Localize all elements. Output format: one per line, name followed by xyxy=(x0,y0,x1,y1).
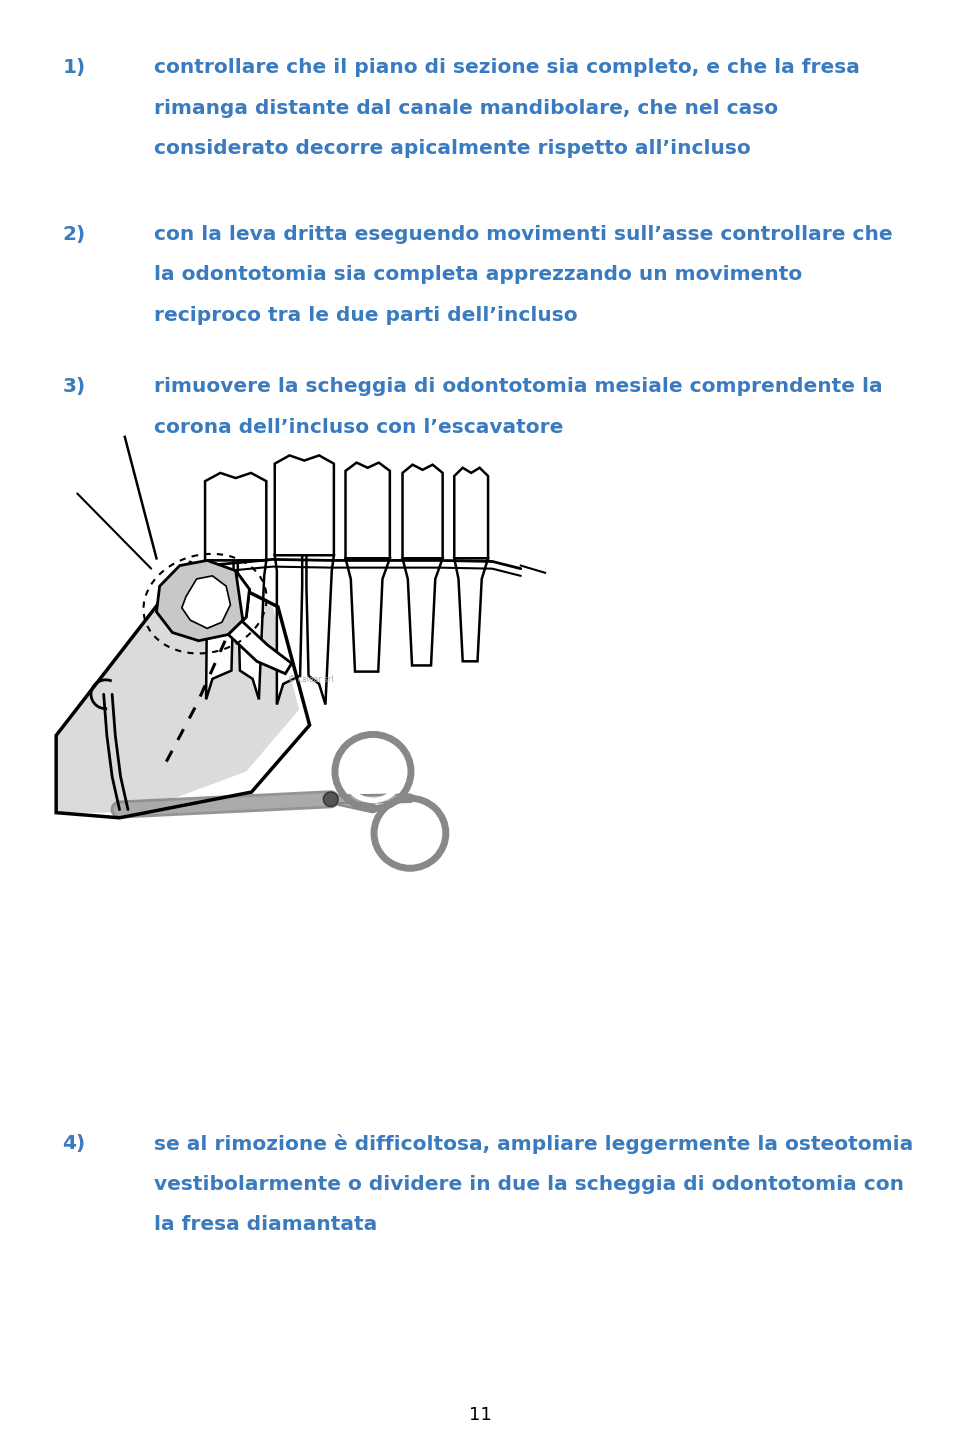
Text: se al rimozione è difficoltosa, ampliare leggermente la osteotomia: se al rimozione è difficoltosa, ampliare… xyxy=(154,1134,913,1154)
Text: con la leva dritta eseguendo movimenti sull’asse controllare che: con la leva dritta eseguendo movimenti s… xyxy=(154,225,892,244)
Polygon shape xyxy=(205,473,266,561)
Text: corona dell’incluso con l’escavatore: corona dell’incluso con l’escavatore xyxy=(154,418,563,436)
Polygon shape xyxy=(346,558,390,671)
Text: 1): 1) xyxy=(62,58,85,77)
Polygon shape xyxy=(275,555,302,705)
Circle shape xyxy=(324,792,338,806)
Text: la fresa diamantata: la fresa diamantata xyxy=(154,1215,377,1234)
Polygon shape xyxy=(156,561,250,641)
Polygon shape xyxy=(402,558,443,666)
Polygon shape xyxy=(275,455,334,555)
Text: © calear srl: © calear srl xyxy=(288,674,334,684)
Text: 3): 3) xyxy=(62,377,85,396)
Polygon shape xyxy=(181,576,230,628)
Polygon shape xyxy=(346,463,390,558)
Polygon shape xyxy=(228,571,292,674)
Text: controllare che il piano di sezione sia completo, e che la fresa: controllare che il piano di sezione sia … xyxy=(154,58,859,77)
Text: vestibolarmente o dividere in due la scheggia di odontotomia con: vestibolarmente o dividere in due la sch… xyxy=(154,1174,903,1193)
Polygon shape xyxy=(306,555,334,705)
Polygon shape xyxy=(454,558,488,661)
Text: rimuovere la scheggia di odontotomia mesiale comprendente la: rimuovere la scheggia di odontotomia mes… xyxy=(154,377,882,396)
Text: 2): 2) xyxy=(62,225,85,244)
Polygon shape xyxy=(205,561,233,699)
Text: considerato decorre apicalmente rispetto all’incluso: considerato decorre apicalmente rispetto… xyxy=(154,139,751,158)
Text: rimanga distante dal canale mandibolare, che nel caso: rimanga distante dal canale mandibolare,… xyxy=(154,99,778,117)
Polygon shape xyxy=(454,468,488,558)
Polygon shape xyxy=(56,566,300,812)
Polygon shape xyxy=(402,464,443,558)
Text: la odontotomia sia completa apprezzando un movimento: la odontotomia sia completa apprezzando … xyxy=(154,265,802,284)
Text: 11: 11 xyxy=(468,1406,492,1424)
Text: 4): 4) xyxy=(62,1134,85,1153)
Polygon shape xyxy=(238,561,266,699)
Text: reciproco tra le due parti dell’incluso: reciproco tra le due parti dell’incluso xyxy=(154,306,577,325)
